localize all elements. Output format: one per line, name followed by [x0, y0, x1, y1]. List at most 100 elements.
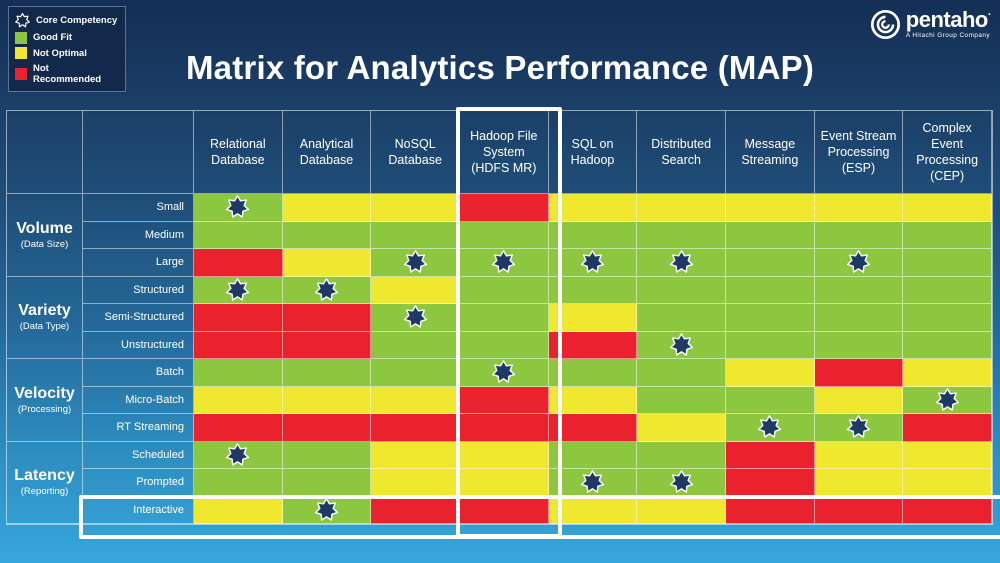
core-competency-star-icon [403, 250, 427, 274]
matrix-cell [548, 304, 638, 332]
good-fit-swatch [15, 31, 27, 44]
column-header: Analytical Database [282, 111, 372, 194]
matrix-cell [459, 469, 549, 497]
core-competency-star-icon [846, 250, 871, 274]
core-competency-star-icon [935, 387, 959, 411]
matrix-cell [903, 441, 992, 469]
matrix-cell [282, 331, 372, 359]
matrix-cell [637, 304, 726, 332]
matrix-cell [194, 386, 283, 414]
map-matrix-table: Relational Database Analytical Database No… [6, 107, 1000, 539]
matrix-cell [282, 414, 372, 442]
matrix-cell [371, 414, 460, 442]
legend-item-not-optimal: Not Optimal [15, 47, 119, 60]
matrix-cell [548, 469, 638, 497]
row-group-label: Latency (Reporting) [7, 441, 83, 524]
matrix-cell [637, 221, 726, 249]
matrix-cell [371, 386, 460, 414]
core-competency-star-icon [669, 250, 693, 274]
row-group-label: Variety (Data Type) [7, 276, 83, 359]
core-competency-star-icon [669, 332, 693, 356]
matrix-cell [282, 359, 372, 387]
matrix-cell [725, 331, 815, 359]
column-header: Event Stream Processing (ESP) [814, 111, 904, 194]
matrix-cell [903, 194, 992, 222]
row-group-qualifier: (Data Type) [19, 321, 70, 333]
matrix-cell [903, 249, 992, 277]
matrix-cell [371, 221, 460, 249]
matrix-cell [459, 496, 549, 524]
matrix-cell [814, 386, 904, 414]
matrix-cell [548, 221, 638, 249]
matrix-cell [282, 221, 372, 249]
matrix-cell [637, 386, 726, 414]
logo-tagline: A Hitachi Group Company [905, 32, 990, 40]
row-label: Scheduled [83, 441, 194, 469]
matrix-cell [194, 359, 283, 387]
matrix-cell [548, 359, 638, 387]
legend-label: Core Competency [36, 15, 118, 27]
core-competency-star-icon [580, 250, 605, 274]
brand-mark: · [987, 9, 992, 22]
matrix-cell [459, 414, 549, 442]
matrix-cell [194, 441, 283, 469]
matrix-cell [194, 221, 283, 249]
matrix-cell [459, 441, 549, 469]
matrix-cell [903, 221, 992, 249]
legend-item-core-competency: Core Competency [15, 13, 119, 28]
column-header: Complex Event Processing (CEP) [903, 111, 992, 194]
legend-item-not-recommended: Not Recommended [15, 63, 119, 85]
row-group-qualifier: (Processing) [17, 403, 72, 415]
row-group-name: Volume [16, 219, 73, 237]
core-competency-star-icon [314, 277, 339, 301]
not-recommended-swatch [15, 67, 27, 80]
matrix-cell [459, 221, 549, 249]
core-competency-star-icon [314, 497, 339, 521]
matrix-cell [371, 194, 460, 222]
matrix-cell [194, 469, 283, 497]
matrix-cell [459, 194, 549, 222]
matrix-cell [371, 441, 460, 469]
matrix-cell [903, 469, 992, 497]
matrix-cell [637, 496, 726, 524]
matrix-cell [548, 496, 638, 524]
matrix-cell [725, 386, 815, 414]
matrix-cell [637, 276, 726, 304]
row-label: RT Streaming [83, 414, 194, 442]
matrix-cell [548, 276, 638, 304]
matrix-cell [814, 496, 904, 524]
row-group-qualifier: (Data Size) [20, 238, 69, 250]
pentaho-logo: pentaho· A Hitachi Group Company [870, 7, 992, 40]
core-competency-star-icon [669, 470, 693, 494]
matrix-cell [903, 359, 992, 387]
column-header: Message Streaming [725, 111, 815, 194]
row-label: Semi-Structured [83, 304, 194, 332]
row-label: Prompted [83, 469, 194, 497]
row-label: Micro-Batch [83, 386, 194, 414]
matrix-cell [637, 441, 726, 469]
matrix-cell [548, 249, 638, 277]
matrix-cell [371, 276, 460, 304]
column-header: Relational Database [194, 111, 283, 194]
column-header: Distributed Search [637, 111, 726, 194]
matrix-cell [194, 331, 283, 359]
matrix-cell [282, 496, 372, 524]
core-competency-star-icon [15, 13, 30, 28]
row-group-name: Latency [14, 467, 75, 485]
matrix-cell [637, 414, 726, 442]
matrix-cell [459, 276, 549, 304]
matrix-cell [725, 359, 815, 387]
brand-name: pentaho [905, 7, 989, 33]
matrix-cell [903, 304, 992, 332]
not-optimal-swatch [15, 47, 27, 60]
matrix-cell [371, 496, 460, 524]
matrix-cell [814, 469, 904, 497]
matrix-cell [548, 386, 638, 414]
matrix-cell [282, 249, 372, 277]
legend-box: Core Competency Good Fit Not Optimal Not… [8, 6, 126, 92]
matrix-cell [814, 441, 904, 469]
matrix-cell [903, 331, 992, 359]
matrix-cell [725, 414, 815, 442]
matrix-cell [194, 249, 283, 277]
row-group-label: Velocity (Processing) [7, 359, 83, 442]
